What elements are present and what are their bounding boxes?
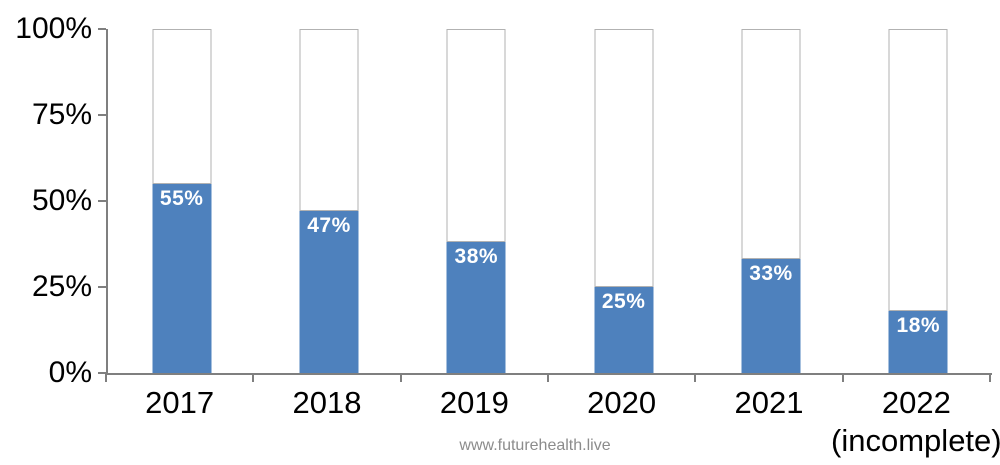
x-axis-labels: 2017 2018 2019 2020 2021 2022 (incomplete) — [106, 384, 1000, 464]
x-axis-tick — [989, 373, 991, 382]
watermark-text: www.futurehealth.live — [459, 437, 611, 454]
x-axis-tick — [105, 373, 107, 382]
y-axis-tick-label: 75% — [31, 98, 92, 131]
x-axis-tick — [547, 373, 549, 382]
bar-stack: 18% — [888, 29, 948, 373]
chart-column: 47% — [255, 29, 402, 373]
bar-value-label: 25% — [601, 290, 646, 313]
bar-remainder — [299, 29, 359, 212]
x-axis-label: 2018 — [293, 384, 362, 422]
bar-stack: 25% — [594, 29, 654, 373]
bar-filled: 25% — [594, 287, 654, 373]
bar-filled: 33% — [741, 259, 801, 373]
x-axis-label-text: 2018 — [292, 385, 362, 420]
y-axis-tick — [98, 372, 106, 374]
bar-remainder — [152, 29, 212, 184]
x-axis-label: 2019 — [440, 384, 509, 422]
y-axis-tick-label: 50% — [31, 184, 92, 217]
y-axis-tick-label: 0% — [48, 356, 92, 389]
bar-value-label: 18% — [896, 314, 941, 338]
plot-area: 55% 47% 38% 25% 33% 18% — [98, 28, 992, 375]
bar-filled: 18% — [888, 311, 948, 373]
y-axis-tick — [98, 200, 106, 202]
x-axis-tick — [694, 373, 697, 382]
y-axis-labels: 0% 25% 50% 75% 100% — [0, 12, 92, 389]
x-axis-tick — [399, 373, 402, 382]
bar-stack: 55% — [152, 29, 212, 373]
y-axis-tick — [98, 286, 106, 288]
y-axis-tick-label: 100% — [15, 12, 92, 45]
bar-stack: 33% — [741, 29, 801, 373]
x-axis-label-text: 2022 — [881, 385, 951, 420]
bar-filled: 55% — [152, 183, 212, 373]
x-axis-label: 2017 — [145, 384, 214, 422]
bar-value-label: 47% — [307, 214, 351, 238]
x-axis-label-note: (incomplete) — [831, 423, 1000, 458]
x-axis-label-text: 2021 — [734, 385, 804, 420]
bar-remainder — [446, 29, 506, 243]
bar-stack: 47% — [299, 29, 359, 373]
y-axis-tick — [98, 114, 106, 116]
chart-column: 33% — [697, 29, 844, 373]
bar-filled: 47% — [299, 211, 359, 373]
x-axis-label: 2021 — [735, 384, 804, 422]
bar-remainder — [888, 29, 948, 312]
bar-filled: 38% — [446, 242, 506, 373]
chart-column: 18% — [845, 29, 992, 373]
chart-column: 25% — [550, 29, 697, 373]
y-axis-tick-label: 25% — [31, 270, 92, 303]
x-axis-label-text: 2020 — [587, 385, 657, 420]
bar-value-label: 38% — [454, 245, 499, 269]
chart-column: 38% — [403, 29, 550, 373]
chart-column: 55% — [108, 29, 255, 373]
x-axis-label: 2020 — [587, 384, 656, 422]
bar-value-label: 33% — [749, 262, 793, 286]
x-axis-label: 2022 (incomplete) — [831, 384, 1000, 460]
x-axis-tick — [252, 373, 255, 382]
x-axis-ticks — [105, 373, 991, 382]
x-axis-label-text: 2017 — [145, 385, 215, 420]
bar-remainder — [594, 29, 654, 287]
x-axis-tick — [841, 373, 844, 382]
bar-stack: 38% — [446, 29, 506, 373]
bar-value-label: 55% — [159, 186, 204, 210]
y-axis-tick — [98, 28, 106, 30]
x-axis-label-text: 2019 — [439, 385, 509, 420]
bar-remainder — [741, 29, 801, 260]
